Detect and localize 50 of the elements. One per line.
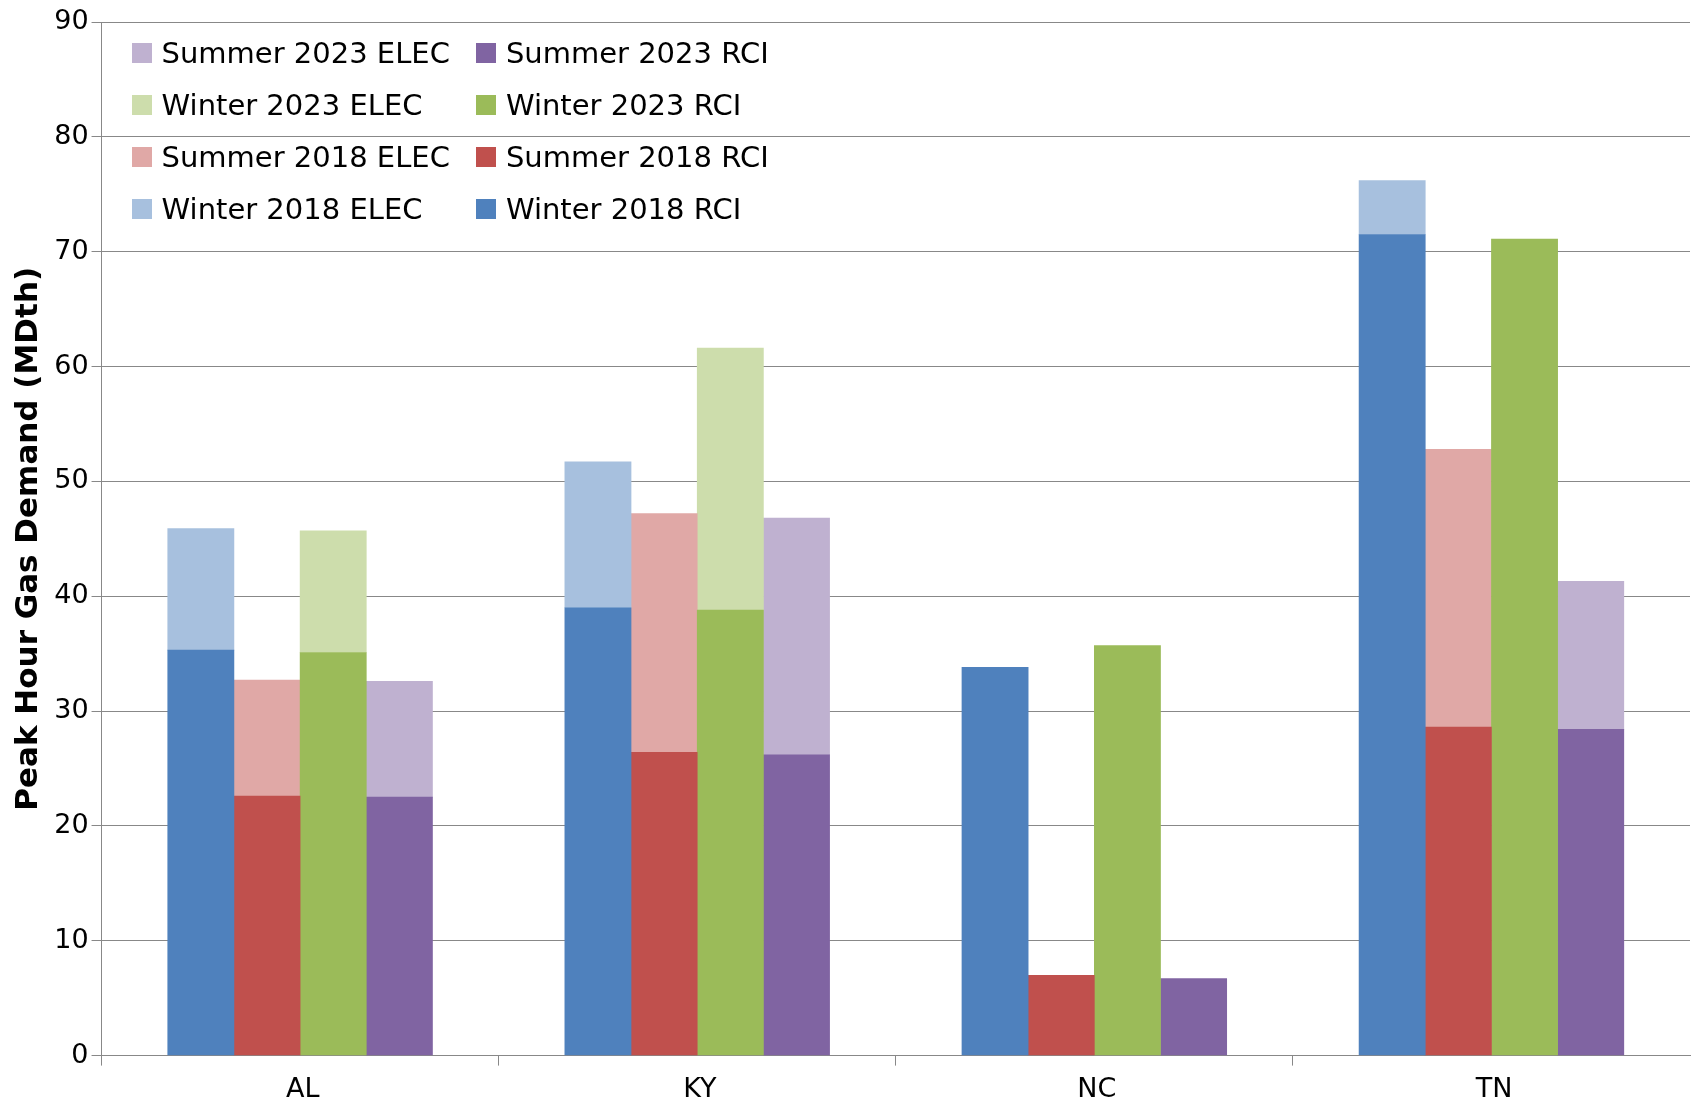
y-tick-label: 30	[54, 693, 89, 725]
y-tick-label: 40	[54, 578, 89, 610]
y-tick-label: 90	[54, 4, 89, 36]
bar	[233, 795, 301, 1056]
x-tick-label: NC	[1077, 1071, 1117, 1103]
y-tick-label: 60	[54, 348, 89, 380]
bar	[564, 607, 632, 1056]
y-tick-label: 80	[54, 118, 89, 150]
bar	[1557, 580, 1625, 730]
bar	[299, 652, 367, 1056]
bar	[696, 347, 764, 611]
bar	[1424, 726, 1492, 1056]
y-tick-label: 20	[54, 807, 89, 839]
bar	[961, 667, 1029, 1056]
bar	[1424, 448, 1492, 728]
y-tick-label: 0	[71, 1037, 89, 1069]
bar	[1491, 238, 1558, 1056]
bar	[630, 752, 698, 1056]
y-tick-label: 70	[54, 233, 89, 265]
y-axis-title: Peak Hour Gas Demand (MDth)	[7, 266, 44, 811]
y-tick-label: 10	[54, 922, 89, 954]
legend-label: Summer 2018 ELEC	[161, 140, 450, 174]
bar	[1160, 978, 1228, 1056]
x-tick-label: AL	[285, 1071, 320, 1103]
legend-label: Winter 2023 ELEC	[161, 88, 423, 122]
bar	[630, 513, 698, 753]
bar	[1358, 180, 1426, 235]
legend-label: Summer 2018 RCI	[505, 140, 769, 174]
bar	[763, 754, 830, 1056]
bar	[167, 649, 235, 1056]
legend-label: Winter 2023 RCI	[505, 88, 742, 122]
bar	[167, 528, 235, 651]
bar	[365, 680, 433, 798]
bar	[233, 679, 301, 797]
bar	[1027, 974, 1095, 1056]
bar	[299, 530, 367, 653]
legend-label: Winter 2018 RCI	[505, 192, 742, 226]
bar	[763, 517, 830, 756]
legend-label: Summer 2023 RCI	[505, 36, 769, 70]
bar	[1557, 729, 1625, 1056]
bar	[1094, 645, 1161, 1056]
bar	[365, 796, 433, 1056]
legend-label: Summer 2023 ELEC	[161, 36, 450, 70]
legend-label: Winter 2018 ELEC	[161, 192, 423, 226]
bar	[696, 609, 764, 1056]
x-tick-label: TN	[1474, 1071, 1513, 1103]
y-tick-label: 50	[54, 463, 89, 495]
x-tick-label: KY	[683, 1071, 717, 1103]
bar	[1358, 234, 1426, 1056]
bar	[564, 461, 632, 609]
